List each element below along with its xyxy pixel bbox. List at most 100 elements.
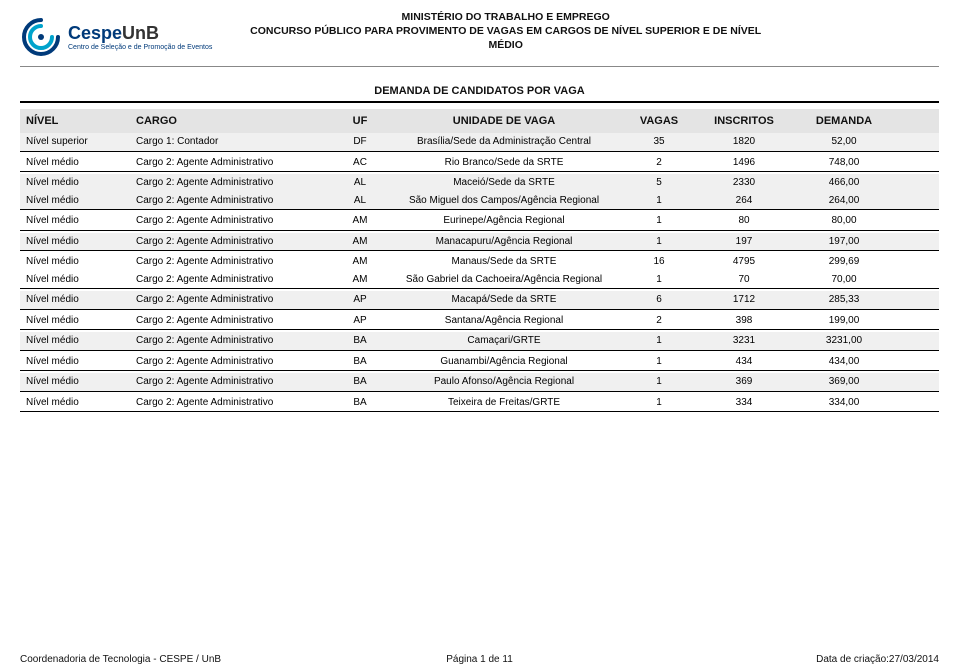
cell-vagas: 1 — [624, 397, 694, 408]
cell-vagas: 1 — [624, 236, 694, 247]
col-header-nivel: NÍVEL — [26, 115, 136, 127]
col-header-unidade: UNIDADE DE VAGA — [384, 115, 624, 127]
group-underline — [20, 288, 939, 289]
cell-demanda: 285,33 — [794, 294, 894, 305]
cell-inscritos: 4795 — [694, 256, 794, 267]
cell-nivel: Nível médio — [26, 335, 136, 346]
data-table: NÍVEL CARGO UF UNIDADE DE VAGA VAGAS INS… — [20, 109, 939, 412]
table-group: Nível superiorCargo 1: ContadorDFBrasíli… — [20, 133, 939, 152]
cell-uf: AM — [336, 274, 384, 285]
logo-text: CespeUnB Centro de Seleção e de Promoção… — [68, 24, 212, 51]
cell-cargo: Cargo 2: Agente Administrativo — [136, 215, 336, 226]
col-header-vagas: VAGAS — [624, 115, 694, 127]
cell-cargo: Cargo 1: Contador — [136, 136, 336, 147]
table-group: Nível médioCargo 2: Agente Administrativ… — [20, 373, 939, 392]
cell-demanda: 199,00 — [794, 315, 894, 326]
header-title: MINISTÉRIO DO TRABALHO E EMPREGO CONCURS… — [212, 8, 799, 53]
cell-demanda: 434,00 — [794, 356, 894, 367]
table-row: Nível médioCargo 2: Agente Administrativ… — [20, 291, 939, 309]
cell-nivel: Nível médio — [26, 376, 136, 387]
cell-vagas: 1 — [624, 215, 694, 226]
cell-uf: AC — [336, 157, 384, 168]
cell-nivel: Nível médio — [26, 177, 136, 188]
cell-uf: BA — [336, 356, 384, 367]
cell-cargo: Cargo 2: Agente Administrativo — [136, 335, 336, 346]
cell-cargo: Cargo 2: Agente Administrativo — [136, 315, 336, 326]
table-group: Nível médioCargo 2: Agente Administrativ… — [20, 154, 939, 173]
logo-subtitle: Centro de Seleção e de Promoção de Event… — [68, 44, 212, 51]
cell-vagas: 1 — [624, 356, 694, 367]
table-row: Nível médioCargo 2: Agente Administrativ… — [20, 233, 939, 251]
table-group: Nível médioCargo 2: Agente Administrativ… — [20, 312, 939, 331]
page-header: CespeUnB Centro de Seleção e de Promoção… — [0, 0, 959, 62]
cell-demanda: 748,00 — [794, 157, 894, 168]
footer-center: Página 1 de 11 — [326, 654, 632, 665]
cell-nivel: Nível médio — [26, 397, 136, 408]
table-row: Nível médioCargo 2: Agente Administrativ… — [20, 154, 939, 172]
cell-unidade: Guanambi/Agência Regional — [384, 356, 624, 368]
cell-nivel: Nível médio — [26, 274, 136, 285]
table-row: Nível médioCargo 2: Agente Administrativ… — [20, 332, 939, 350]
cell-demanda: 334,00 — [794, 397, 894, 408]
cell-uf: AP — [336, 315, 384, 326]
header-line1: MINISTÉRIO DO TRABALHO E EMPREGO — [212, 10, 799, 24]
cell-inscritos: 1496 — [694, 157, 794, 168]
cell-uf: AM — [336, 256, 384, 267]
table-body: Nível superiorCargo 1: ContadorDFBrasíli… — [20, 133, 939, 412]
cell-inscritos: 398 — [694, 315, 794, 326]
table-row: Nível médioCargo 2: Agente Administrativ… — [20, 253, 939, 271]
header-divider — [20, 66, 939, 67]
cell-vagas: 2 — [624, 315, 694, 326]
group-underline — [20, 391, 939, 392]
cell-vagas: 1 — [624, 195, 694, 206]
cell-nivel: Nível médio — [26, 356, 136, 367]
cell-unidade: Manacapuru/Agência Regional — [384, 236, 624, 248]
cell-unidade: Manaus/Sede da SRTE — [384, 256, 624, 268]
table-row: Nível médioCargo 2: Agente Administrativ… — [20, 174, 939, 192]
cell-nivel: Nível médio — [26, 157, 136, 168]
group-underline — [20, 350, 939, 351]
group-underline — [20, 151, 939, 152]
table-row: Nível médioCargo 2: Agente Administrativ… — [20, 312, 939, 330]
cell-uf: AM — [336, 236, 384, 247]
group-underline — [20, 230, 939, 231]
cell-unidade: Santana/Agência Regional — [384, 315, 624, 327]
table-group: Nível médioCargo 2: Agente Administrativ… — [20, 212, 939, 231]
cell-uf: AL — [336, 177, 384, 188]
table-group: Nível médioCargo 2: Agente Administrativ… — [20, 253, 939, 289]
table-row: Nível médioCargo 2: Agente Administrativ… — [20, 212, 939, 230]
cell-nivel: Nível médio — [26, 195, 136, 206]
page-footer: Coordenadoria de Tecnologia - CESPE / Un… — [20, 654, 939, 665]
cell-uf: DF — [336, 136, 384, 147]
group-underline — [20, 250, 939, 251]
cell-demanda: 70,00 — [794, 274, 894, 285]
section-underline — [20, 101, 939, 103]
table-group: Nível médioCargo 2: Agente Administrativ… — [20, 233, 939, 252]
cell-inscritos: 3231 — [694, 335, 794, 346]
cell-inscritos: 197 — [694, 236, 794, 247]
cell-unidade: Brasília/Sede da Administração Central — [384, 136, 624, 148]
cell-inscritos: 80 — [694, 215, 794, 226]
table-group: Nível médioCargo 2: Agente Administrativ… — [20, 353, 939, 372]
col-header-inscritos: INSCRITOS — [694, 115, 794, 127]
table-row: Nível médioCargo 2: Agente Administrativ… — [20, 271, 939, 289]
section-title-block: DEMANDA DE CANDIDATOS POR VAGA — [20, 85, 939, 103]
cell-cargo: Cargo 2: Agente Administrativo — [136, 256, 336, 267]
cell-inscritos: 334 — [694, 397, 794, 408]
cell-nivel: Nível superior — [26, 136, 136, 147]
cell-vagas: 16 — [624, 256, 694, 267]
cell-inscritos: 1712 — [694, 294, 794, 305]
footer-left: Coordenadoria de Tecnologia - CESPE / Un… — [20, 654, 326, 665]
cell-inscritos: 264 — [694, 195, 794, 206]
logo-swirl-icon — [20, 16, 62, 58]
group-underline — [20, 370, 939, 371]
cell-unidade: Paulo Afonso/Agência Regional — [384, 376, 624, 388]
cell-uf: AL — [336, 195, 384, 206]
cell-nivel: Nível médio — [26, 236, 136, 247]
col-header-demanda: DEMANDA — [794, 115, 894, 127]
header-line2: CONCURSO PÚBLICO PARA PROVIMENTO DE VAGA… — [212, 24, 799, 38]
table-row: Nível médioCargo 2: Agente Administrativ… — [20, 373, 939, 391]
cell-inscritos: 434 — [694, 356, 794, 367]
cell-demanda: 369,00 — [794, 376, 894, 387]
section-title: DEMANDA DE CANDIDATOS POR VAGA — [20, 85, 939, 99]
